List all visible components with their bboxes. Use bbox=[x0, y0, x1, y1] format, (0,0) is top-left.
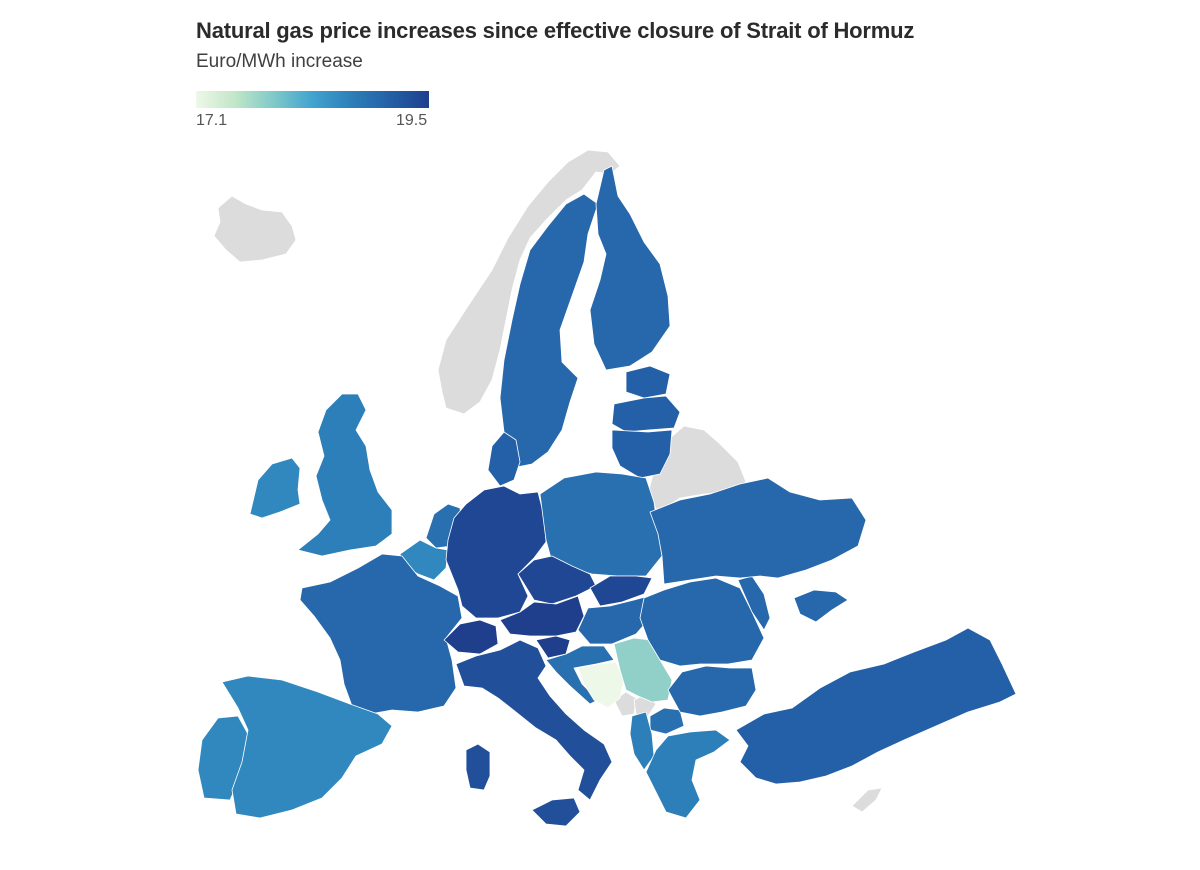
country-spain bbox=[221, 675, 393, 819]
country-sweden bbox=[499, 193, 599, 469]
country-lithuania bbox=[611, 429, 673, 479]
country-ukraine bbox=[649, 477, 867, 585]
country-slovenia bbox=[535, 635, 571, 659]
country-sardinia bbox=[465, 743, 491, 791]
country-north-macedonia bbox=[649, 707, 685, 735]
country-croatia bbox=[545, 645, 615, 705]
country-cyprus bbox=[851, 787, 883, 813]
country-united-kingdom bbox=[297, 393, 393, 557]
country-iceland bbox=[213, 195, 297, 263]
country-albania bbox=[629, 711, 655, 771]
country-sicily bbox=[531, 797, 581, 827]
legend-gradient-bar bbox=[196, 91, 429, 108]
country-ireland bbox=[249, 457, 301, 519]
legend-max-label: 19.5 bbox=[396, 112, 428, 129]
chart-subtitle: Euro/MWh increase bbox=[196, 51, 363, 72]
country-italy bbox=[455, 639, 613, 801]
country-norway bbox=[437, 149, 621, 415]
country-switzerland bbox=[443, 619, 499, 655]
country-bosnia bbox=[577, 661, 625, 709]
country-france bbox=[299, 553, 463, 715]
country-czech-republic bbox=[517, 555, 597, 605]
country-denmark bbox=[487, 431, 521, 487]
country-germany bbox=[445, 485, 547, 619]
country-estonia bbox=[625, 365, 671, 399]
country-greece bbox=[645, 729, 731, 819]
country-latvia bbox=[611, 395, 681, 433]
country-turkey bbox=[735, 627, 1017, 785]
country-finland bbox=[589, 165, 671, 371]
country-serbia bbox=[613, 637, 673, 703]
country-bulgaria bbox=[667, 665, 757, 717]
country-slovakia bbox=[589, 575, 653, 607]
chart-title: Natural gas price increases since effect… bbox=[196, 18, 915, 43]
country-romania bbox=[639, 577, 765, 667]
country-crimea bbox=[793, 589, 849, 623]
legend-min-label: 17.1 bbox=[196, 112, 228, 129]
